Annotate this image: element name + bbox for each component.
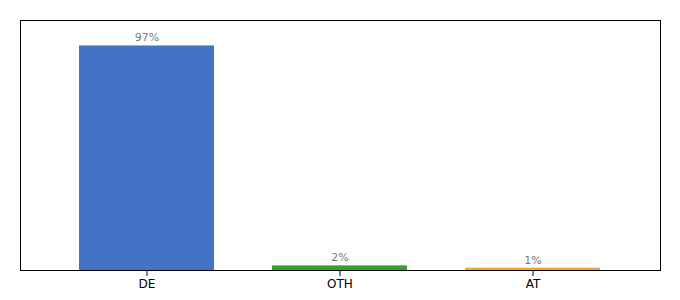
svg-text:2%: 2% [331, 251, 348, 264]
svg-text:AT: AT [526, 277, 541, 291]
svg-text:OTH: OTH [327, 277, 353, 291]
svg-text:97%: 97% [135, 31, 159, 44]
svg-text:DE: DE [139, 277, 156, 291]
svg-text:1%: 1% [524, 254, 541, 267]
